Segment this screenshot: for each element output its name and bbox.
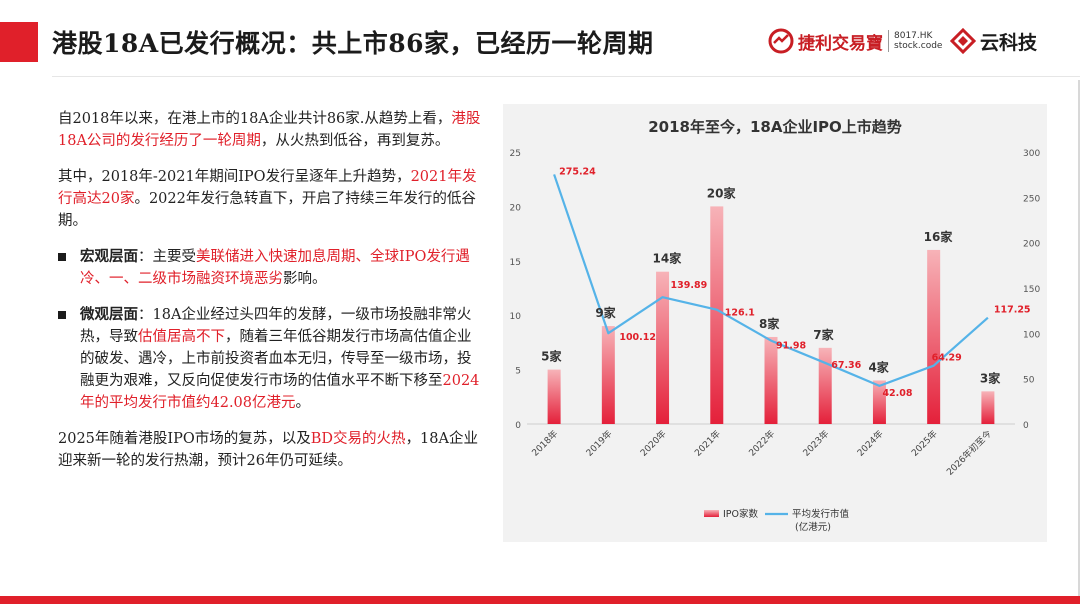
x-tick-label: 2025年 [909,428,940,459]
bullet-square-icon [58,253,66,261]
bar-ipo-count [601,326,615,424]
bar-count-label: 14家 [653,251,683,266]
body-text: 自2018年以来，在港上市的18A企业共计86家.从趋势上看，港股18A公司的发… [58,108,484,472]
line-value-label: 275.24 [559,166,596,177]
brand-logo-cloud: 云科技 [950,26,1037,56]
chart-panel [503,104,1047,542]
y-left-tick-label: 0 [515,421,521,431]
ipo-trend-chart: 2018年至今，18A企业IPO上市趋势 0510152025050100150… [510,118,1041,533]
y-right-tick-label: 0 [1023,421,1029,431]
line-value-label: 126.1 [725,308,755,319]
bar-count-label: 3家 [980,370,1001,385]
bar-ipo-count [872,380,886,424]
y-left-tick-label: 15 [510,258,521,268]
y-right-tick-label: 150 [1023,285,1040,295]
jieli-logo-icon [768,28,794,54]
bottom-accent-bar [0,596,1080,604]
paragraph-3: 2025年随着港股IPO市场的复苏，以及BD交易的火热，18A企业迎来新一轮的发… [58,431,478,469]
legend-line-unit: (亿港元) [795,521,831,533]
header: 港股18A已发行概况：共上市86家，已经历一轮周期 捷利交易寶 8017.HK … [0,0,1080,80]
line-value-label: 67.36 [831,360,861,371]
legend-bar-label: IPO家数 [723,508,759,520]
bar-count-label: 8家 [759,316,780,331]
x-tick-label: 2026年初至今 [944,428,994,478]
bullet-square-icon [58,311,66,319]
y-right-tick-label: 50 [1023,376,1035,386]
line-value-label: 64.29 [932,353,962,364]
x-tick-label: 2024年 [855,428,886,459]
y-left-tick-label: 5 [515,367,521,377]
bar-ipo-count [547,369,561,424]
x-tick-label: 2021年 [692,428,723,459]
x-tick-label: 2022年 [746,428,777,459]
bar-count-label: 7家 [813,327,834,342]
jieli-logo-name: 捷利交易寶 [798,33,883,54]
bar-count-label: 4家 [868,359,889,374]
bar-ipo-count [710,206,724,424]
line-value-label: 100.12 [619,332,656,343]
paragraph-1: 自2018年以来，在港上市的18A企业共计86家.从趋势上看，港股18A公司的发… [58,111,481,149]
y-left-tick-label: 10 [510,312,522,322]
bar-count-label: 9家 [595,305,616,320]
y-right-tick-label: 100 [1023,330,1040,340]
bullet-micro: 微观层面：18A企业经过头四年的发酵，一级市场投融非常火热，导致估值居高不下，随… [58,304,484,414]
line-avg-market-value [553,174,989,387]
jieli-logo-code: 8017.HK stock.code [894,31,942,51]
bar-count-label: 20家 [707,185,737,200]
x-tick-label: 2018年 [529,428,560,459]
line-value-label: 117.25 [994,305,1031,316]
x-tick-label: 2023年 [800,428,831,459]
y-left-tick-label: 20 [510,203,522,213]
bar-ipo-count [764,336,778,424]
page-title: 港股18A已发行概况：共上市86家，已经历一轮周期 [52,29,654,58]
paragraph-2: 其中，2018年-2021年期间IPO发行呈逐年上升趋势，2021年发行高达20… [58,169,477,229]
y-right-tick-label: 300 [1023,149,1040,159]
title-divider [52,76,1080,77]
chart-title: 2018年至今，18A企业IPO上市趋势 [648,118,902,136]
x-tick-label: 2019年 [583,428,614,459]
legend-bar-swatch [704,510,719,517]
title-accent-bar [0,22,38,62]
y-left-tick-label: 25 [510,149,521,159]
diamond-logo-icon [950,28,976,54]
bar-ipo-count [818,347,832,424]
right-edge-line [1078,80,1080,596]
line-value-label: 91.98 [776,341,806,352]
bar-ipo-count [927,249,941,424]
bar-count-label: 16家 [924,229,954,244]
logo-separator [888,30,889,52]
brand-logo-jieli: 捷利交易寶 8017.HK stock.code [768,26,942,56]
line-value-label: 139.89 [671,280,708,291]
bullet-macro: 宏观层面：主要受美联储进入快速加息周期、全球IPO发行遇冷、一、二级市场融资环境… [58,246,484,290]
line-value-label: 42.08 [882,388,912,399]
cloud-logo-name: 云科技 [980,31,1038,54]
bar-count-label: 5家 [541,349,562,364]
bar-ipo-count [981,391,995,424]
y-right-tick-label: 250 [1023,194,1040,204]
y-right-tick-label: 200 [1023,240,1040,250]
jieli-code-line2: stock.code [894,41,943,51]
bar-ipo-count [656,271,670,424]
jieli-code-line1: 8017.HK [894,31,933,41]
legend-line-label: 平均发行市值 [792,508,850,520]
x-tick-label: 2020年 [638,428,669,459]
